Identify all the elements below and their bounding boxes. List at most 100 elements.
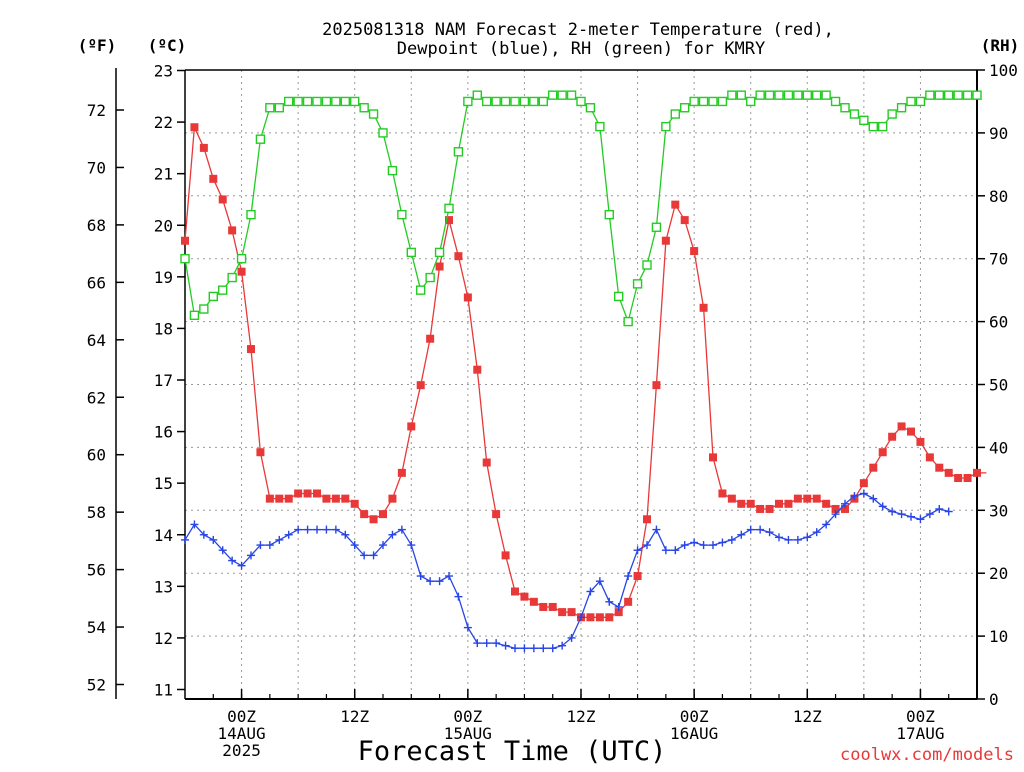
dewpoint-point [511,644,519,653]
dewpoint-point [548,644,557,653]
temperature-point [605,613,614,622]
temperature-point [624,597,633,606]
dewpoint-point [388,530,397,539]
dewpoint-point [624,572,633,581]
dewpoint-point [888,507,897,516]
dewpoint-point [247,551,255,560]
dewpoint-point [652,525,661,534]
temperature-point [473,365,482,374]
temperature-point [501,551,510,560]
rh-tick-label: 10 [989,627,1008,646]
dewpoint-point [416,572,425,581]
rh-point [830,96,841,107]
temperature-point [379,510,387,519]
temperature-point [954,474,963,483]
temperature-point [925,453,934,462]
rh-point [812,90,822,100]
rh-point [302,96,313,107]
dewpoint-point [671,546,680,555]
rh-point [331,96,341,107]
rh-point [208,291,218,302]
temperature-point [661,236,670,245]
temperature-point [614,608,623,617]
dewpoint-point [284,530,293,539]
rh-point [623,316,633,327]
temperature-point [445,216,453,225]
dewpoint-point [322,525,331,534]
rh-tick-label: 80 [989,187,1008,206]
dewpoint-point [831,510,840,519]
dewpoint-point [482,639,491,648]
dewpoint-point [803,533,812,542]
dewpoint-point [944,507,953,516]
temperature-point [181,236,189,245]
temperature-point [331,494,340,503]
dewpoint-point [303,525,312,534]
series-layer [180,90,987,653]
temperature-point [539,602,548,611]
grid-lines [185,70,977,699]
dewpoint-point [331,525,340,534]
dewpoint-point [265,541,274,550]
fahrenheit-tick-label: 66 [87,273,106,292]
temperature-point [407,422,416,431]
dewpoint-point [793,535,802,544]
rh-point [793,90,803,100]
rh-point [340,96,350,107]
temperature-point [463,293,472,302]
dewpoint-point [935,504,944,513]
celsius-tick-label: 15 [154,474,173,493]
temperature-point [567,608,576,617]
x-axis-title: Forecast Time (UTC) [358,736,667,767]
dewpoint-point [275,535,284,544]
rh-point [378,128,388,138]
rh-point [764,90,775,100]
dewpoint-point [878,502,887,511]
rh-point [548,90,558,100]
dewpoint-point [237,561,246,570]
axes: 11 12 13 14 15 16 17 18 19 20 21 22 23 52 54 56 58 60 62 64… [87,61,1018,760]
celsius-tick-label: 12 [154,629,173,648]
temperature-point [350,499,359,508]
rh-point [962,90,973,100]
temperature-point [633,572,642,581]
dewpoint-point [661,546,670,555]
temperature-point [303,489,312,498]
temperature-point [812,494,821,503]
rh-axis-label: (RH) [981,36,1020,55]
rh-point [783,90,794,100]
rh-point [519,96,530,107]
dewpoint-point [218,546,227,555]
rh-point [189,310,200,321]
rh-point [321,96,332,107]
rh-point [670,109,680,119]
temperature-point [718,489,727,498]
x-tick-label: 00Z [453,707,482,726]
celsius-tick-label: 20 [154,216,173,235]
rh-point [595,121,605,132]
rh-point [680,103,690,113]
temperature-point [897,422,906,431]
dewpoint-point [737,530,746,539]
dewpoint-point [520,644,529,653]
dewpoint-point [586,587,595,596]
rh-point [774,90,784,100]
dewpoint-point [294,525,303,534]
rh-point [868,121,878,132]
dewpoint-point [435,577,444,586]
dewpoint-point [680,541,689,550]
temperature-point [218,195,227,204]
dewpoint-series [181,489,953,653]
temperature-point [699,303,708,312]
temperature-point [454,252,463,261]
temperature-point [680,216,689,225]
rh-point [246,209,256,220]
temperature-point [190,123,199,132]
temperature-point [841,504,849,513]
rh-point [434,247,445,258]
dewpoint-point [313,525,321,534]
temperature-point [888,432,897,441]
temperature-point [341,494,350,503]
